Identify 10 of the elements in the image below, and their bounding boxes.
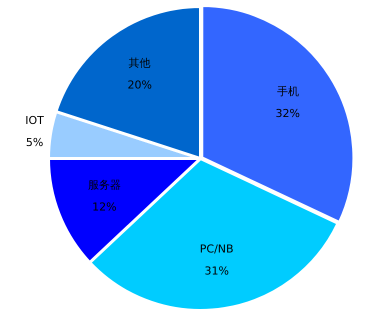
- data-label: 20%: [128, 78, 152, 92]
- slice-label: 其他: [128, 56, 151, 70]
- data-label: 5%: [26, 136, 44, 150]
- slice-label: IOT: [25, 114, 44, 128]
- slice-label: 手机: [276, 84, 299, 98]
- data-label: 12%: [92, 200, 117, 214]
- slice-label: PC/NB: [200, 242, 234, 256]
- slice-label: 服务器: [88, 178, 121, 192]
- data-label: 31%: [204, 264, 229, 278]
- data-label: 32%: [276, 106, 300, 120]
